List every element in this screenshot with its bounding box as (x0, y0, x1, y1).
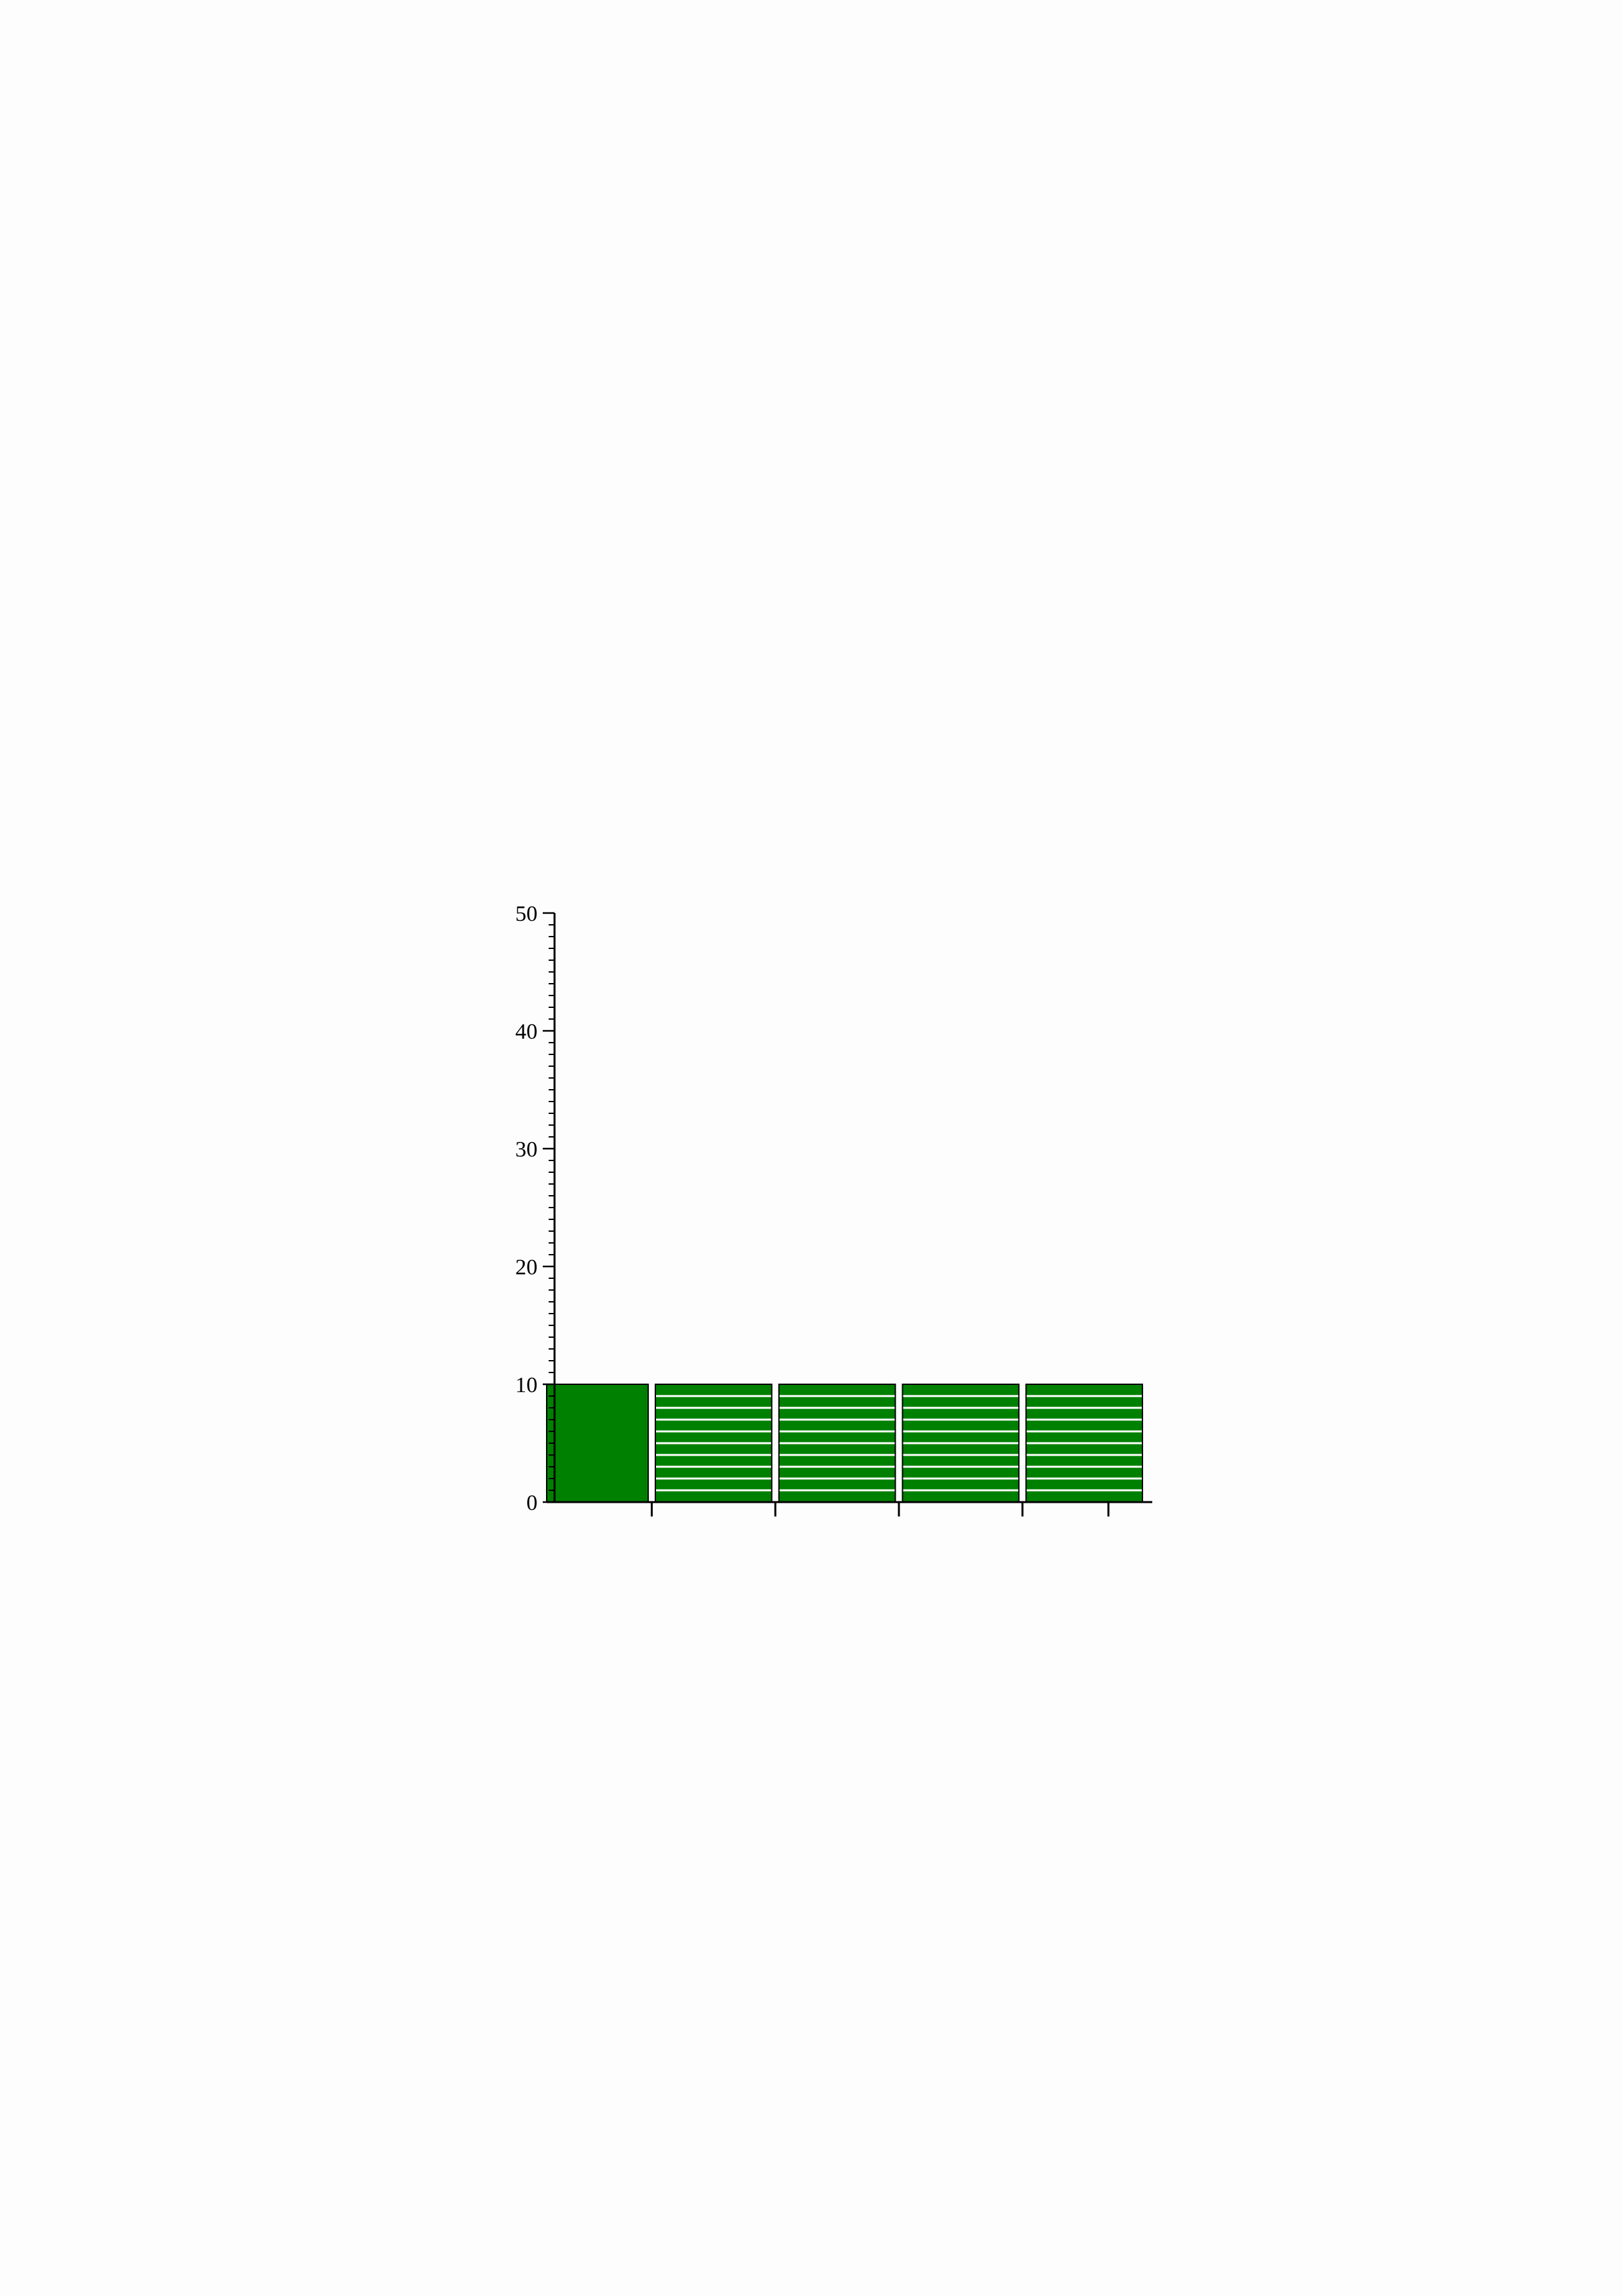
bar-stripe (656, 1489, 771, 1492)
y-tick-label: 40 (515, 1020, 538, 1044)
bars-layer (546, 1384, 1143, 1503)
bar-stripe (656, 1395, 771, 1397)
bar-stripe (656, 1477, 771, 1480)
bar-stripe (779, 1407, 895, 1409)
bar-stripe (1027, 1442, 1142, 1444)
y-tick-label: 20 (515, 1255, 538, 1280)
bar-stripe (903, 1477, 1019, 1480)
y-tick-label: 10 (515, 1373, 538, 1397)
bar-stripe (1027, 1395, 1142, 1397)
bar-stripe (656, 1442, 771, 1444)
bar-stripe (656, 1407, 771, 1409)
bar-stripe (779, 1442, 895, 1444)
y-tick-label: 30 (515, 1138, 538, 1162)
bar-stripe (903, 1430, 1019, 1433)
bar-stripe (779, 1395, 895, 1397)
bar-stripe (903, 1454, 1019, 1456)
bar-stripe (1027, 1430, 1142, 1433)
bar-stripe (779, 1418, 895, 1421)
bar-stripe (779, 1477, 895, 1480)
bar-stripe (903, 1418, 1019, 1421)
axes-layer (543, 912, 1152, 1516)
bar-stripe (656, 1430, 771, 1433)
bar-stripe (779, 1465, 895, 1468)
bar-stripe (1027, 1454, 1142, 1456)
y-tick-label: 0 (526, 1491, 538, 1515)
bar-stripe (656, 1418, 771, 1421)
bar-stripe (1027, 1489, 1142, 1492)
bar-stripe (1027, 1477, 1142, 1480)
bar-stripe (903, 1489, 1019, 1492)
bar-stripe (779, 1430, 895, 1433)
bar-stripe (779, 1454, 895, 1456)
bar-stripe (903, 1465, 1019, 1468)
labels-layer: 0 10 20 30 40 50 (515, 902, 538, 1515)
bar-stripe (779, 1489, 895, 1492)
bar-stripe (903, 1442, 1019, 1444)
bar-stripe (1027, 1418, 1142, 1421)
bar (546, 1384, 649, 1503)
bar-stripe (656, 1465, 771, 1468)
y-tick-label: 50 (515, 902, 538, 926)
bar-stripe (1027, 1465, 1142, 1468)
bar-stripe (1027, 1407, 1142, 1409)
bar-stripe (903, 1407, 1019, 1409)
bar-stripe (656, 1454, 771, 1456)
bar-stripe (903, 1395, 1019, 1397)
